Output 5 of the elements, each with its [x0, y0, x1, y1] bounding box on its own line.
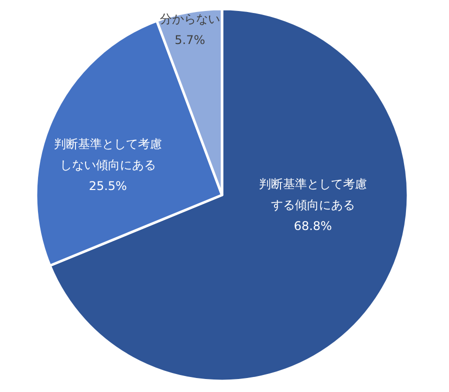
slice-label: 判断基準として考慮しない傾向にある [52, 136, 163, 174]
slice-label: 判断基準として考慮する傾向にある [258, 176, 368, 214]
data-label: 5.7% [174, 32, 206, 49]
data-label: 68.8% [292, 218, 333, 234]
data-label: 25.5% [88, 178, 128, 194]
